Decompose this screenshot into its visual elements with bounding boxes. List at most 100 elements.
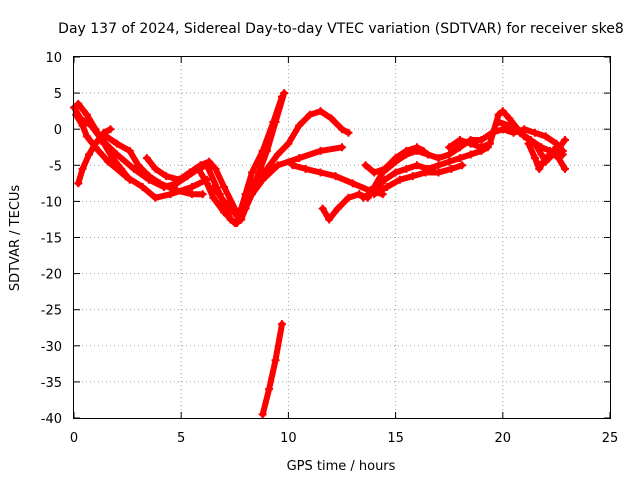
y-tick-label: -15	[41, 232, 62, 247]
data-point	[78, 164, 87, 173]
data-point	[455, 136, 464, 145]
data-point	[530, 128, 539, 137]
data-point	[391, 154, 400, 163]
data-point	[241, 190, 250, 199]
data-point	[252, 175, 261, 184]
series-9	[202, 92, 286, 228]
data-point	[445, 150, 454, 159]
data-point	[100, 139, 109, 148]
y-tick-label: -5	[49, 159, 62, 174]
axis-ticks	[73, 56, 611, 419]
data-point	[552, 143, 561, 152]
data-point	[331, 172, 340, 181]
data-point	[134, 161, 143, 170]
data-point	[108, 154, 117, 163]
data-point	[338, 143, 346, 152]
data-point	[434, 161, 443, 170]
x-axis-label: GPS time / hours	[287, 459, 396, 474]
data-point	[380, 175, 389, 184]
y-tick-label: 10	[45, 51, 62, 66]
data-point	[419, 146, 428, 155]
data-point	[370, 168, 379, 177]
data-point	[82, 110, 91, 119]
y-tick-label: -20	[41, 268, 62, 283]
data-point	[194, 164, 203, 173]
data-point	[125, 175, 134, 184]
data-point	[539, 157, 548, 166]
y-tick-label: -25	[41, 304, 62, 319]
data-point	[202, 179, 211, 188]
data-point	[423, 150, 432, 159]
data-point	[202, 161, 211, 170]
data-point	[447, 164, 456, 173]
data-point	[262, 164, 271, 173]
y-tick-label: -30	[41, 340, 62, 355]
x-tick-label: 25	[602, 431, 619, 446]
y-tick-label: -40	[41, 412, 62, 427]
x-tick-label: 5	[177, 431, 185, 446]
y-axis-label: SDTVAR / TECUs	[8, 185, 23, 292]
data-point	[498, 107, 507, 116]
data-point	[560, 136, 569, 145]
data-point	[445, 143, 454, 152]
data-series	[70, 89, 569, 419]
series-5	[102, 132, 207, 199]
x-tick-labels: 0 5 10 15 20 25	[70, 431, 618, 446]
data-point	[455, 143, 464, 152]
data-point	[209, 193, 218, 202]
data-point	[187, 190, 196, 199]
data-point	[91, 125, 100, 134]
data-point	[273, 150, 282, 159]
data-point	[348, 179, 357, 188]
data-point	[413, 161, 422, 170]
data-point	[277, 320, 286, 329]
data-point	[104, 157, 113, 166]
data-point	[125, 146, 134, 155]
series-line	[259, 321, 285, 418]
data-point	[316, 168, 325, 177]
data-point	[166, 190, 175, 199]
data-point	[505, 114, 514, 123]
data-point	[421, 168, 430, 177]
chart-title: Day 137 of 2024, Sidereal Day-to-day VTE…	[58, 21, 624, 37]
data-point	[151, 193, 160, 202]
data-point	[477, 136, 486, 145]
data-point	[138, 182, 147, 191]
y-tick-label: -35	[41, 376, 62, 391]
grid	[74, 57, 610, 418]
data-point	[344, 128, 353, 137]
data-point	[359, 193, 368, 202]
series-3	[74, 99, 134, 184]
data-point	[402, 146, 411, 155]
data-point	[485, 139, 494, 148]
data-point	[305, 110, 314, 119]
data-point	[85, 150, 94, 159]
data-point	[247, 168, 256, 177]
data-point	[318, 204, 327, 213]
data-point	[361, 161, 370, 170]
data-point	[466, 150, 475, 159]
y-tick-label: 5	[54, 87, 62, 102]
data-point	[211, 164, 220, 173]
data-point	[408, 172, 417, 181]
data-point	[74, 99, 83, 108]
data-point	[355, 190, 364, 199]
data-point	[198, 190, 207, 199]
data-point	[344, 193, 353, 202]
data-point	[284, 139, 293, 148]
data-point	[327, 114, 336, 123]
data-point	[295, 154, 304, 163]
series-15	[361, 143, 428, 177]
data-point	[545, 150, 554, 159]
data-point	[215, 190, 224, 199]
data-point	[258, 410, 267, 419]
data-point	[130, 164, 139, 173]
data-point	[370, 190, 379, 199]
data-point	[271, 356, 280, 365]
data-point	[413, 143, 422, 152]
data-point	[524, 139, 533, 148]
data-point	[325, 215, 334, 224]
data-point	[395, 175, 404, 184]
data-point	[162, 172, 171, 181]
data-point	[560, 164, 569, 173]
